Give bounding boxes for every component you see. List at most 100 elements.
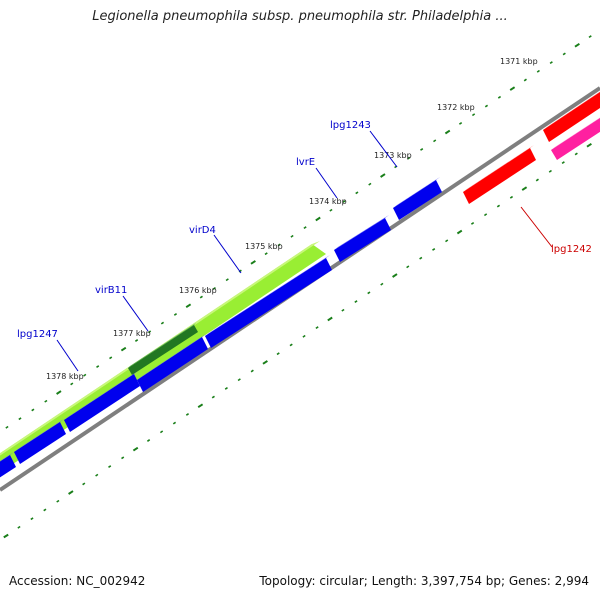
minor-tick — [121, 456, 125, 460]
minor-tick — [497, 95, 502, 99]
minor-tick — [277, 243, 281, 247]
gene-label-text: virD4 — [189, 225, 216, 236]
gene-label-text: lpg1247 — [17, 329, 58, 340]
gene-feature-blue-4[interactable] — [137, 334, 208, 392]
gene-label-lpg1242[interactable]: lpg1242 — [520, 206, 592, 255]
minor-tick — [470, 221, 475, 225]
minor-tick — [18, 417, 22, 421]
gene-feature-blue-2[interactable] — [14, 419, 66, 464]
minor-tick — [367, 291, 371, 295]
gene-feature-red-2[interactable] — [543, 89, 600, 142]
genome-title: Legionella pneumophila subsp. pneumophil… — [92, 9, 508, 24]
minor-tick — [458, 121, 463, 125]
major-tick — [586, 142, 592, 148]
minor-tick — [496, 204, 501, 208]
minor-tick — [588, 35, 592, 39]
inner-tick-row — [3, 142, 592, 539]
minor-tick — [483, 213, 488, 217]
minor-tick — [159, 430, 164, 434]
minor-tick — [406, 265, 410, 269]
gene-label-text: lpg1242 — [551, 244, 592, 255]
minor-tick — [433, 139, 437, 143]
gene-feature-blue-5[interactable] — [205, 255, 332, 348]
minor-tick — [419, 256, 423, 260]
major-tick — [56, 390, 62, 395]
major-tick — [509, 86, 516, 91]
minor-tick — [17, 525, 21, 529]
gene-label-lvre[interactable]: lvrE — [296, 157, 338, 199]
minor-tick — [471, 113, 476, 117]
major-tick — [250, 260, 256, 265]
minor-tick — [276, 352, 280, 356]
major-tick — [327, 316, 333, 322]
minor-tick — [420, 148, 424, 151]
topology-summary: Topology: circular; Length: 3,397,754 bp… — [259, 574, 589, 588]
minor-tick — [95, 473, 99, 477]
gene-label-text: lvrE — [296, 157, 315, 168]
minor-tick — [561, 161, 565, 165]
gene-feature-dark[interactable] — [128, 323, 198, 375]
minor-tick — [109, 356, 113, 360]
minor-tick — [523, 78, 527, 82]
scale-label: 1374 kbp — [309, 197, 347, 206]
major-tick — [3, 533, 9, 539]
gene-feature-blue-3[interactable] — [64, 371, 140, 432]
major-tick — [392, 273, 398, 278]
minor-tick — [549, 61, 553, 65]
minor-tick — [574, 152, 578, 156]
minor-tick — [199, 295, 203, 299]
minor-tick — [70, 382, 74, 386]
minor-tick — [250, 369, 254, 373]
minor-tick — [82, 482, 86, 486]
minor-tick — [355, 191, 359, 195]
minor-tick — [368, 182, 372, 186]
minor-tick — [96, 365, 100, 368]
minor-tick — [173, 313, 178, 316]
minor-tick — [509, 195, 514, 199]
minor-tick — [108, 465, 112, 468]
major-tick — [521, 186, 528, 191]
minor-tick — [290, 234, 294, 238]
minor-tick — [380, 282, 384, 286]
scale-label: 1376 kbp — [179, 286, 217, 295]
scale-label: 1378 kbp — [46, 372, 84, 381]
minor-tick — [30, 517, 34, 521]
minor-tick — [329, 208, 333, 212]
minor-tick — [407, 156, 411, 160]
minor-tick — [5, 425, 9, 429]
gene-feature-magenta[interactable] — [551, 115, 600, 160]
scale-label: 1373 kbp — [374, 151, 412, 160]
major-tick — [68, 490, 74, 495]
minor-tick — [354, 300, 358, 303]
minor-tick — [237, 378, 241, 382]
gene-label-lpg1243[interactable]: lpg1243 — [330, 120, 398, 168]
minor-tick — [44, 399, 48, 403]
minor-tick — [31, 408, 35, 412]
scale-label: 1372 kbp — [437, 103, 475, 112]
gene-label-lpg1247[interactable]: lpg1247 — [17, 329, 79, 372]
minor-tick — [341, 308, 345, 312]
minor-tick — [83, 373, 87, 377]
minor-tick — [342, 200, 346, 203]
minor-tick — [535, 178, 539, 182]
accession-text: Accession: NC_002942 — [9, 574, 146, 588]
major-tick — [262, 360, 268, 365]
major-tick — [185, 303, 192, 309]
gene-feature-blue-1[interactable] — [0, 452, 16, 480]
minor-tick — [315, 326, 319, 330]
minor-tick — [303, 226, 307, 230]
gene-label-virD4[interactable]: virD4 — [189, 225, 242, 274]
gene-feature-blue-6[interactable] — [334, 215, 391, 262]
minor-tick — [445, 239, 449, 243]
gene-label-virB11[interactable]: virB11 — [95, 285, 149, 332]
minor-tick — [289, 343, 293, 347]
major-tick — [456, 229, 463, 235]
minor-tick — [548, 169, 552, 173]
scale-label: 1371 kbp — [500, 57, 538, 66]
gene-feature-blue-7[interactable] — [393, 177, 442, 220]
major-tick — [444, 129, 451, 135]
gene-feature-red-1[interactable] — [463, 145, 536, 204]
major-tick — [380, 173, 386, 178]
scale-label: 1375 kbp — [245, 242, 283, 251]
